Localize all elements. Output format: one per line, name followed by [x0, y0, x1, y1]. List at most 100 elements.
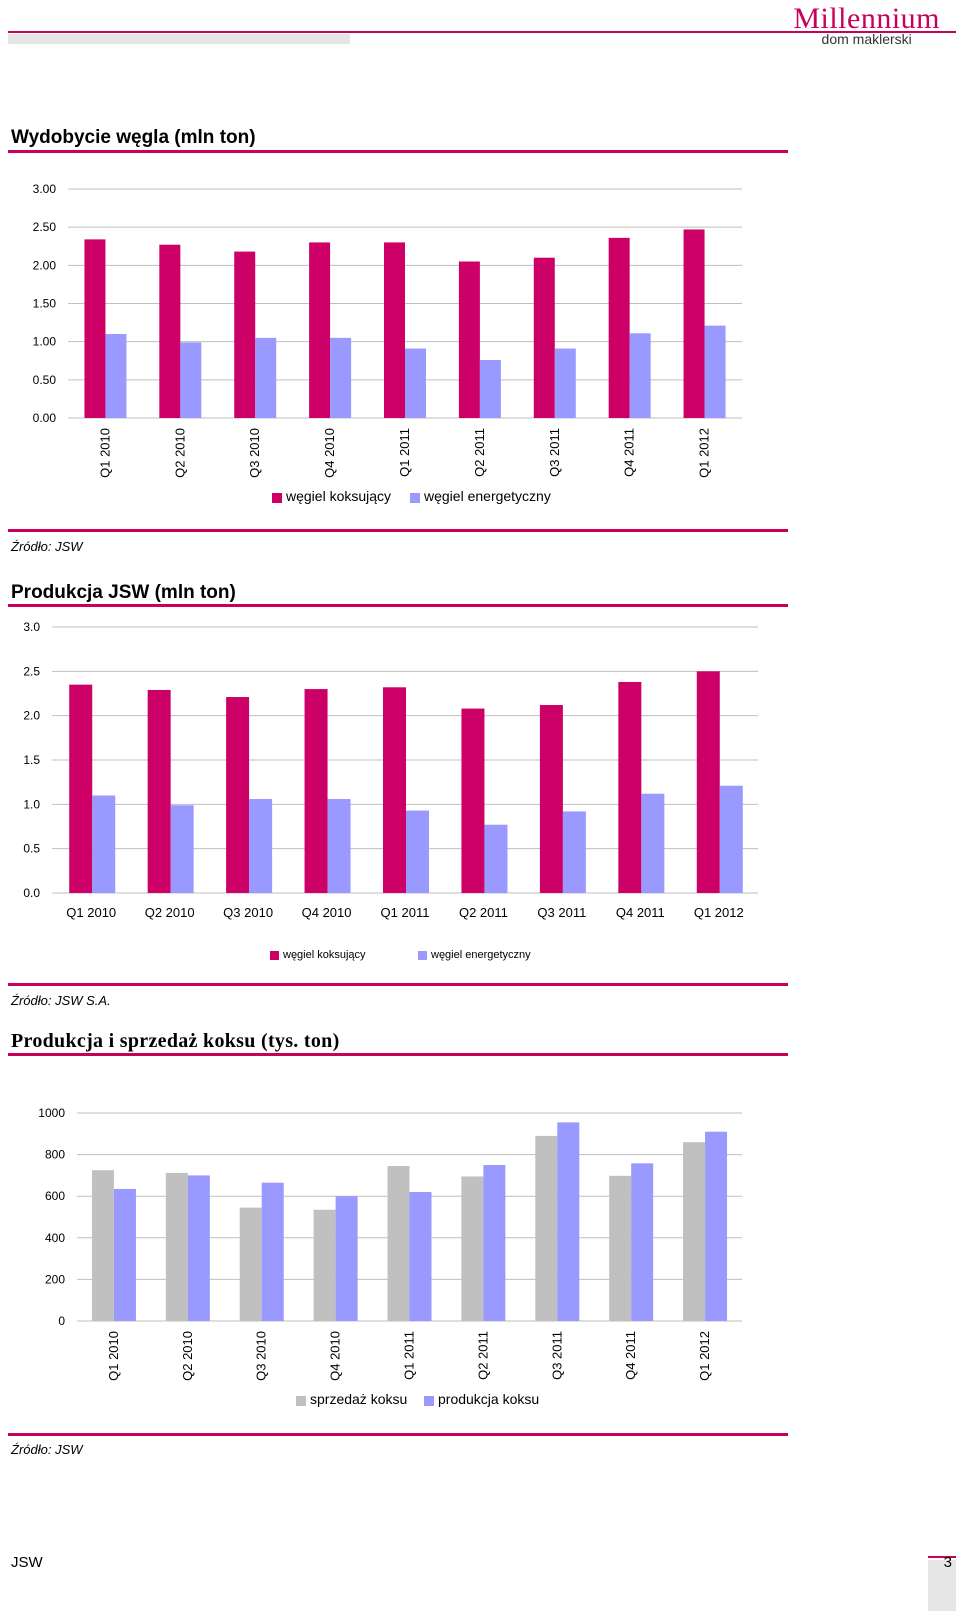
- bar-series1: [239, 1207, 262, 1321]
- x-tick-label: Q4 2011: [623, 1331, 638, 1380]
- y-tick-label: 3.00: [33, 182, 57, 196]
- x-tick-label: Q2 2010: [145, 905, 195, 920]
- bar-series1: [387, 1166, 410, 1321]
- bar-series1: [309, 242, 331, 418]
- section3-source: Źródło: JSW: [11, 1442, 83, 1457]
- chart-coke-production-sales: 0 200 400 600 800 1000 Q1 2010 Q2 2010 Q3 2010 Q4…: [38, 1106, 742, 1407]
- x-tick-label: Q1 2011: [402, 1331, 417, 1380]
- y-tick-label: 2.5: [23, 664, 40, 678]
- bar-series1: [147, 689, 171, 893]
- bar-series2: [483, 1165, 506, 1321]
- y-tick-label: 0.5: [23, 842, 40, 856]
- x-tick-label: Q1 2011: [381, 905, 430, 920]
- y-tick-label: 0.50: [33, 373, 57, 387]
- x-tick-label: Q3 2010: [247, 428, 262, 478]
- legend-swatch: [410, 493, 420, 503]
- x-tick-label: Q4 2010: [302, 905, 352, 920]
- legend-swatch: [296, 1396, 306, 1406]
- legend-label: węgiel energetyczny: [430, 949, 531, 961]
- x-tick-label: Q3 2010: [254, 1331, 269, 1381]
- bar-series2: [409, 1192, 432, 1321]
- header-accent-line: [8, 31, 956, 33]
- bar-series1: [159, 244, 181, 418]
- bar-series2: [719, 785, 743, 893]
- x-tick-label: Q4 2011: [616, 905, 665, 920]
- bar-series2: [405, 348, 426, 418]
- bar-series2: [629, 333, 651, 418]
- section1-title: Wydobycie węgla (mln ton): [11, 127, 256, 148]
- legend-swatch: [424, 1396, 434, 1406]
- bar-series2: [113, 1188, 136, 1321]
- y-tick-label: 1000: [38, 1106, 65, 1120]
- bar-series1: [165, 1172, 188, 1321]
- bar-series2: [554, 348, 576, 418]
- y-tick-label: 1.0: [23, 797, 40, 811]
- bar-series1: [383, 687, 406, 893]
- bar-series2: [330, 337, 352, 418]
- x-tick-label: Q2 2011: [475, 1331, 490, 1380]
- y-tick-label: 3.0: [23, 620, 40, 634]
- page-number: 3: [943, 1554, 952, 1571]
- bar-series2: [180, 342, 202, 418]
- x-tick-label: Q2 2011: [459, 905, 508, 920]
- bar-series1: [458, 261, 480, 418]
- bar-series2: [557, 1122, 580, 1321]
- x-tick-label: Q1 2012: [697, 428, 712, 478]
- x-tick-label: Q4 2010: [328, 1331, 343, 1381]
- bar-series2: [406, 810, 429, 893]
- y-tick-label: 1.5: [23, 753, 40, 767]
- y-tick-label: 0.0: [23, 886, 40, 900]
- x-tick-label: Q4 2011: [622, 428, 637, 477]
- x-tick-label: Q1 2010: [106, 1331, 121, 1381]
- section3-bottom-rule: [8, 1433, 788, 1436]
- bar-series2: [631, 1163, 654, 1321]
- bar-series1: [313, 1209, 336, 1321]
- bar-series2: [170, 805, 194, 893]
- legend-swatch: [270, 951, 279, 960]
- legend-swatch: [418, 951, 427, 960]
- section2-source: Źródło: JSW S.A.: [11, 993, 111, 1008]
- footer-accent-line: [928, 1556, 956, 1558]
- chart-coal-mining: 0.00 0.50 1.00 1.50 2.00 2.50 3.00 Q1 2010 Q2 20…: [33, 182, 742, 504]
- logo-sub-text: dom maklerski: [821, 31, 912, 47]
- y-tick-label: 2.00: [33, 258, 57, 272]
- section3-rule: [8, 1053, 788, 1056]
- x-tick-label: Q1 2012: [697, 1331, 712, 1381]
- section1-rule: [8, 150, 788, 153]
- y-tick-label: 2.0: [23, 709, 40, 723]
- section2-title: Produkcja JSW (mln ton): [11, 582, 236, 603]
- bar-series1: [533, 257, 555, 418]
- bar-series1: [226, 697, 250, 893]
- chart-jsw-production: 0.0 0.5 1.0 1.5 2.0 2.5 3.0 Q1 2010 Q2 2010 Q3 20…: [23, 620, 758, 961]
- bar-series1: [84, 239, 106, 418]
- legend-label: węgiel koksujący: [285, 488, 391, 504]
- x-tick-label: Q4 2010: [322, 428, 337, 478]
- bar-series1: [683, 1142, 706, 1321]
- bar-series1: [69, 684, 93, 893]
- bar-series1: [535, 1135, 558, 1321]
- y-tick-label: 2.50: [33, 220, 57, 234]
- x-tick-label: Q1 2012: [694, 905, 744, 920]
- y-tick-label: 800: [45, 1148, 65, 1162]
- bar-series2: [261, 1182, 284, 1321]
- x-tick-label: Q2 2010: [180, 1331, 195, 1381]
- bar-series2: [255, 337, 277, 418]
- x-tick-label: Q1 2010: [66, 905, 116, 920]
- y-tick-label: 600: [45, 1189, 65, 1203]
- x-tick-label: Q1 2011: [397, 428, 412, 477]
- x-tick-label: Q2 2011: [472, 428, 487, 477]
- section3-title: Produkcja i sprzedaż koksu (tys. ton): [11, 1030, 340, 1052]
- bar-series2: [187, 1175, 210, 1321]
- x-tick-label: Q3 2011: [547, 428, 562, 477]
- bar-series2: [249, 799, 273, 893]
- x-tick-label: Q3 2011: [549, 1331, 564, 1380]
- section2-bottom-rule: [8, 983, 788, 986]
- footer-grey-bar: [928, 1560, 956, 1611]
- bar-series1: [384, 242, 405, 418]
- bar-series1: [91, 1170, 114, 1321]
- section1-bottom-rule: [8, 529, 788, 532]
- millennium-logo: Millennium dom maklerski: [793, 4, 940, 47]
- bar-series2: [335, 1196, 358, 1321]
- bar-series2: [479, 359, 501, 418]
- bar-series2: [562, 811, 586, 893]
